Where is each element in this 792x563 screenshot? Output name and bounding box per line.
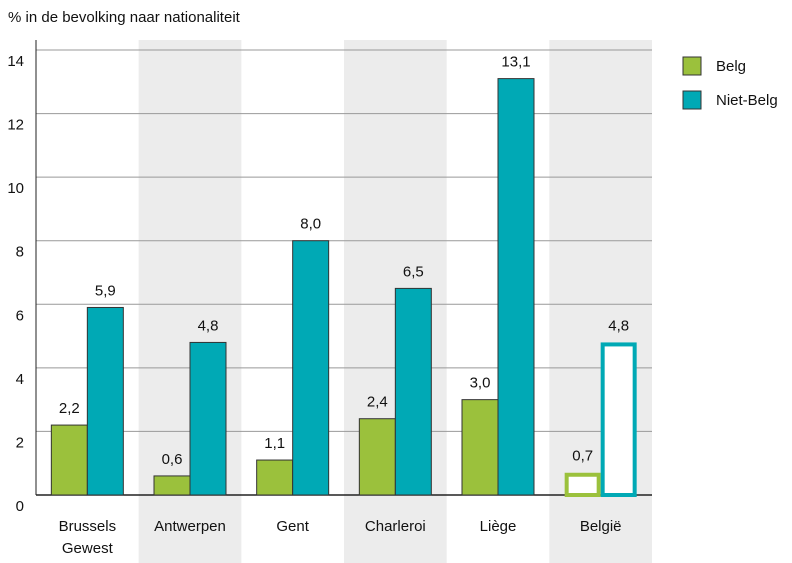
y-tick-label: 6 [16,307,24,324]
value-label: 2,2 [59,400,80,417]
bar [461,399,499,496]
x-tick-label: Brussels Gewest [59,518,117,557]
x-tick-label: Antwerpen [154,518,226,535]
bar [256,459,294,496]
bar [50,424,88,496]
chart-title: % in de bevolking naar nationaliteit [8,9,241,26]
bar [394,287,432,496]
y-tick-label: 0 [16,498,24,515]
legend-swatch [682,56,702,76]
bar [600,342,637,497]
bar [564,472,601,497]
x-tick-label: Charleroi [365,518,426,535]
x-tick-label-line: Brussels [59,518,117,535]
value-label: 4,8 [608,317,629,334]
y-tick-label: 8 [16,244,24,261]
legend-label: Niet-Belg [716,92,778,109]
x-tick-label: Gent [276,518,309,535]
y-tick-label: 4 [16,371,24,388]
bar [358,418,396,496]
x-tick-label: België [580,518,622,535]
value-label: 6,5 [403,263,424,280]
bar [86,306,124,496]
value-label: 3,0 [470,375,491,392]
legend-swatch [682,90,702,110]
bar [189,341,227,496]
bar [292,240,330,496]
value-label: 0,6 [162,451,183,468]
value-label: 13,1 [501,54,530,71]
value-label: 1,1 [264,435,285,452]
y-tick-label: 2 [16,434,24,451]
y-tick-label: 12 [7,117,24,134]
value-label: 4,8 [198,317,219,334]
bar [497,78,535,496]
value-label: 8,0 [300,216,321,233]
y-tick-label: 10 [7,180,24,197]
value-label: 0,7 [572,448,593,465]
y-tick-label: 14 [7,53,24,70]
legend-label: Belg [716,58,746,75]
value-label: 5,9 [95,282,116,299]
x-tick-label-line: Gewest [62,540,114,557]
x-tick-label: Liège [480,518,517,535]
value-label: 2,4 [367,394,388,411]
bar [153,475,191,496]
